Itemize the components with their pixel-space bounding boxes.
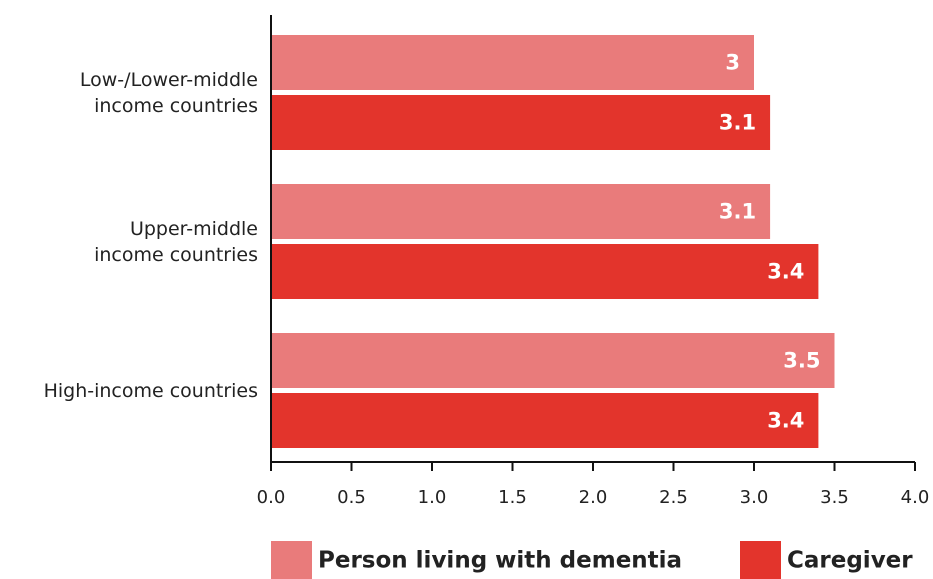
value-label: 3.4: [767, 260, 804, 284]
x-tick-label: 0.5: [337, 487, 366, 508]
value-label: 3: [725, 51, 740, 75]
value-label: 3.5: [783, 349, 820, 373]
bar: [271, 95, 771, 150]
legend-swatch: [740, 541, 781, 579]
value-label: 3.4: [767, 409, 804, 433]
x-tick-label: 3.0: [740, 487, 769, 508]
x-tick-label: 1.5: [498, 487, 527, 508]
x-tick-label: 4.0: [901, 487, 930, 508]
value-label: 3.1: [719, 111, 756, 135]
bar: [271, 35, 754, 90]
x-tick-label: 2.5: [659, 487, 688, 508]
bar: [271, 333, 835, 388]
value-label: 3.1: [719, 200, 756, 224]
category-label: Upper-middle income countries: [94, 217, 258, 266]
bar: [271, 393, 819, 448]
legend-swatch: [271, 541, 312, 579]
x-tick-label: 3.5: [820, 487, 849, 508]
x-tick-label: 0.0: [257, 487, 286, 508]
x-tick-label: 1.0: [418, 487, 447, 508]
category-label: High-income countries: [43, 379, 258, 402]
legend-label: Person living with dementia: [318, 548, 682, 574]
bar: [271, 184, 771, 239]
legend-label: Caregiver: [787, 548, 913, 574]
category-label: Low-/Lower-middle income countries: [79, 68, 258, 117]
x-tick-label: 2.0: [579, 487, 608, 508]
bar: [271, 244, 819, 299]
